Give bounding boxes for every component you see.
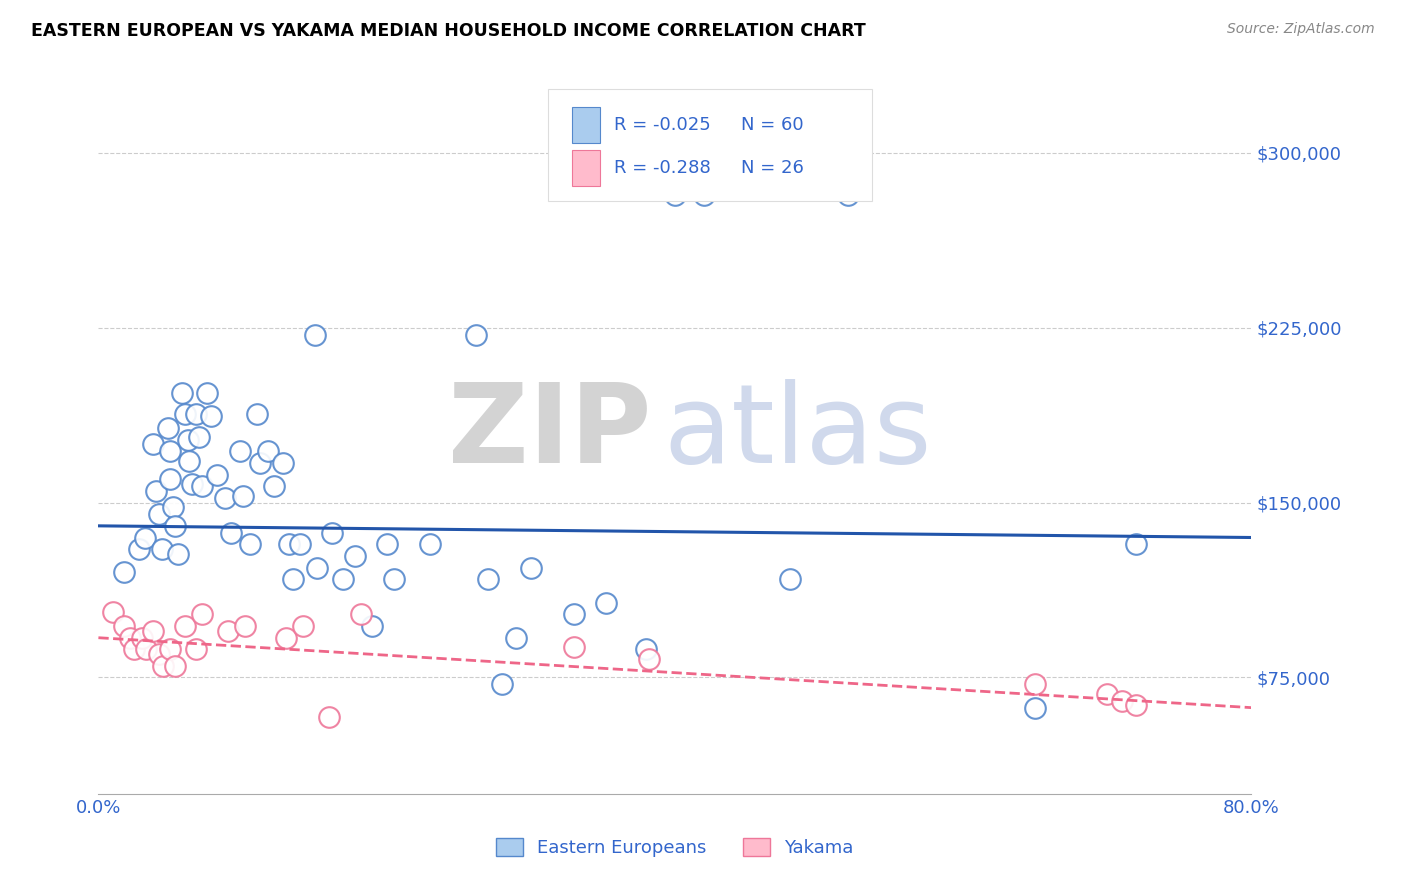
Point — [664, 187, 686, 202]
Point — [174, 407, 197, 421]
Point — [195, 386, 218, 401]
Point — [257, 444, 280, 458]
Point — [163, 658, 186, 673]
Point — [163, 519, 186, 533]
Point — [159, 444, 181, 458]
Point — [1125, 698, 1147, 713]
Point — [191, 607, 214, 622]
Point — [1097, 687, 1119, 701]
Point — [562, 607, 585, 622]
Point — [318, 710, 340, 724]
Point — [228, 444, 250, 458]
Text: Source: ZipAtlas.com: Source: ZipAtlas.com — [1227, 22, 1375, 37]
Point — [231, 489, 254, 503]
Point — [332, 573, 354, 587]
Legend: Eastern Europeans, Yakama: Eastern Europeans, Yakama — [489, 830, 860, 864]
Point — [249, 456, 271, 470]
Point — [361, 619, 384, 633]
Point — [375, 537, 398, 551]
Point — [274, 631, 297, 645]
Text: N = 60: N = 60 — [741, 116, 804, 134]
Point — [1024, 700, 1046, 714]
Point — [277, 537, 299, 551]
Point — [290, 537, 312, 551]
Point — [162, 500, 184, 515]
Point — [419, 537, 441, 551]
Point — [152, 658, 174, 673]
Point — [219, 525, 242, 540]
Point — [271, 456, 294, 470]
Point — [181, 476, 204, 491]
Point — [159, 472, 181, 486]
Point — [214, 491, 236, 505]
Point — [148, 647, 170, 661]
Text: N = 26: N = 26 — [741, 159, 804, 177]
Point — [174, 619, 197, 633]
Point — [131, 631, 153, 645]
Point — [170, 386, 193, 401]
Point — [263, 479, 285, 493]
Text: atlas: atlas — [664, 379, 932, 486]
Point — [465, 327, 488, 342]
Point — [562, 640, 585, 654]
Point — [779, 573, 801, 587]
Point — [156, 421, 179, 435]
Text: R = -0.025: R = -0.025 — [614, 116, 711, 134]
Point — [837, 187, 859, 202]
Point — [124, 642, 146, 657]
Point — [166, 547, 188, 561]
Point — [186, 407, 208, 421]
Point — [142, 624, 165, 638]
Point — [128, 542, 150, 557]
Point — [148, 507, 170, 521]
Point — [188, 430, 211, 444]
Point — [191, 479, 214, 493]
Point — [246, 407, 269, 421]
Point — [239, 537, 262, 551]
Point — [150, 542, 173, 557]
Point — [120, 631, 142, 645]
Point — [307, 561, 329, 575]
Point — [505, 631, 527, 645]
Point — [179, 453, 201, 467]
Point — [382, 573, 405, 587]
Point — [135, 642, 157, 657]
Point — [638, 651, 661, 665]
Point — [491, 677, 513, 691]
Point — [1111, 693, 1133, 707]
Point — [636, 642, 658, 657]
Point — [186, 642, 208, 657]
Text: ZIP: ZIP — [449, 379, 652, 486]
Point — [177, 433, 200, 447]
Point — [217, 624, 239, 638]
Point — [142, 437, 165, 451]
Point — [520, 561, 543, 575]
Point — [281, 573, 304, 587]
Point — [145, 483, 167, 498]
Point — [134, 531, 156, 545]
Text: R = -0.288: R = -0.288 — [614, 159, 711, 177]
Point — [1125, 537, 1147, 551]
Point — [304, 327, 326, 342]
Point — [350, 607, 373, 622]
Point — [205, 467, 228, 482]
Point — [235, 619, 257, 633]
Point — [321, 525, 343, 540]
Text: EASTERN EUROPEAN VS YAKAMA MEDIAN HOUSEHOLD INCOME CORRELATION CHART: EASTERN EUROPEAN VS YAKAMA MEDIAN HOUSEH… — [31, 22, 866, 40]
Point — [343, 549, 366, 563]
Point — [595, 596, 617, 610]
Point — [200, 409, 222, 424]
Point — [477, 573, 499, 587]
Point — [693, 187, 716, 202]
Point — [292, 619, 315, 633]
Point — [101, 605, 124, 619]
Point — [112, 566, 135, 580]
Point — [1024, 677, 1046, 691]
Point — [112, 619, 135, 633]
Point — [159, 642, 181, 657]
